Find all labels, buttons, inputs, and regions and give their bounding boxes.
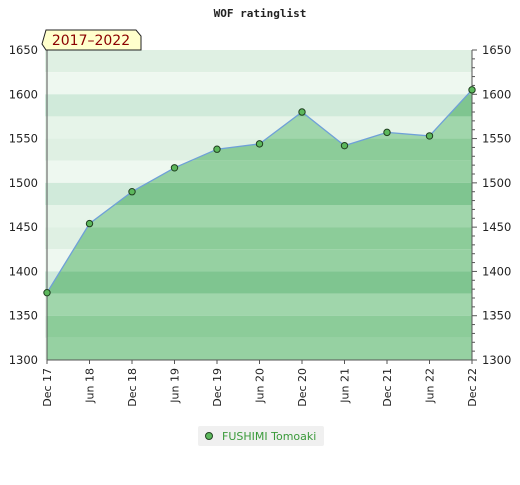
x-tick-label: Jun 21 (339, 368, 352, 404)
area-band (47, 293, 472, 316)
x-tick-label: Dec 21 (381, 368, 394, 407)
y-tick-label-left: 1650 (9, 43, 38, 57)
y-tick-label-left: 1550 (9, 132, 38, 146)
y-tick-label-left: 1500 (9, 176, 38, 190)
data-point (298, 108, 306, 116)
period-label: 2017–2022 (52, 33, 130, 49)
area-band (47, 182, 472, 205)
area-band (47, 337, 472, 360)
data-point (383, 128, 391, 137)
chart-title: WOF ratinglist (214, 7, 307, 20)
y-tick-label-right: 1600 (482, 87, 511, 101)
data-point (128, 188, 136, 196)
area-band (47, 205, 472, 228)
data-point (425, 132, 434, 140)
grid-band (45, 72, 472, 95)
y-tick-label-left: 1400 (9, 264, 38, 278)
y-tick-label-right: 1300 (482, 353, 511, 367)
x-tick-label: Dec 18 (126, 368, 139, 407)
y-tick-label-left: 1450 (9, 220, 38, 234)
area-band (47, 249, 472, 272)
period-badge: 2017–2022 (41, 29, 142, 51)
tick-labels: 1300 1300 1350 1350 1400 1400 1450 1450 1500 1500… (9, 43, 512, 407)
legend[interactable]: FUSHIMI Tomoaki (198, 426, 324, 446)
x-tick-label: Dec 20 (296, 368, 309, 407)
grid-band (45, 116, 472, 139)
area-band (47, 315, 472, 338)
data-point (43, 288, 51, 297)
x-tick-label: Dec 22 (466, 368, 479, 407)
grid-band (45, 94, 472, 117)
y-tick-label-right: 1500 (482, 176, 511, 190)
data-point (170, 164, 179, 172)
y-tick-label-right: 1350 (482, 309, 511, 323)
area-band (47, 271, 472, 294)
y-tick-label-left: 1300 (9, 353, 38, 367)
legend-series-label: FUSHIMI Tomoaki (222, 429, 317, 443)
data-point (213, 145, 221, 153)
grid-band (45, 50, 472, 73)
data-point (340, 141, 349, 150)
x-tick-label: Jun 22 (424, 368, 437, 404)
data-point (85, 219, 94, 228)
y-tick-label-right: 1550 (482, 132, 511, 146)
area-band (47, 227, 472, 250)
y-tick-label-left: 1600 (9, 87, 38, 101)
y-tick-label-right: 1450 (482, 220, 511, 234)
y-tick-label-right: 1400 (482, 264, 511, 278)
data-point (255, 140, 264, 148)
x-tick-label: Jun 20 (254, 368, 267, 404)
y-tick-label-left: 1350 (9, 309, 38, 323)
data-points (43, 86, 476, 297)
x-tick-label: Dec 19 (211, 368, 224, 407)
data-point (468, 86, 476, 94)
x-tick-label: Dec 17 (41, 368, 54, 407)
y-tick-label-right: 1650 (482, 43, 511, 57)
legend-marker-icon (205, 432, 213, 440)
x-tick-label: Jun 19 (169, 368, 182, 404)
x-tick-label: Jun 18 (84, 368, 97, 404)
axes (46, 49, 477, 364)
